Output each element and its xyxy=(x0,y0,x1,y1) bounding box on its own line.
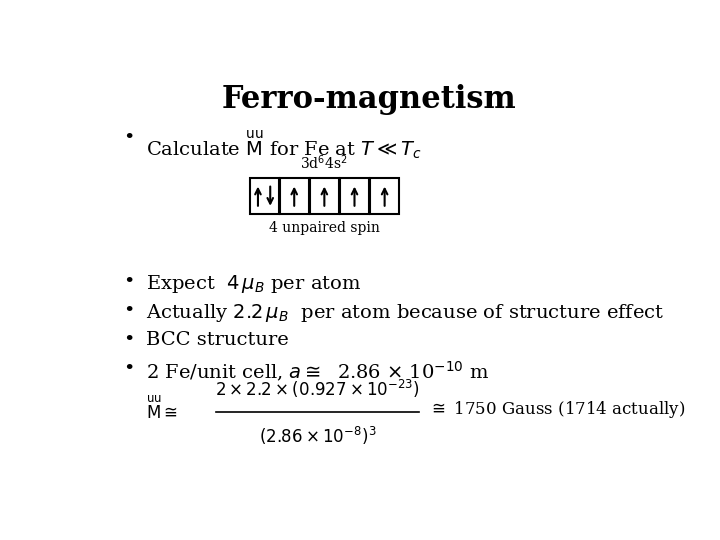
Text: BCC structure: BCC structure xyxy=(145,331,289,349)
Bar xyxy=(310,178,339,214)
Text: 4 unpaired spin: 4 unpaired spin xyxy=(269,221,379,235)
Text: $(2.86 \times 10^{-8})^3$: $(2.86 \times 10^{-8})^3$ xyxy=(258,424,376,447)
Text: $\cong$ 1750 Gauss (1714 actually): $\cong$ 1750 Gauss (1714 actually) xyxy=(428,400,685,421)
Text: •: • xyxy=(124,302,135,320)
Text: •: • xyxy=(124,273,135,291)
Text: Expect  $4\,\mu_B$ per atom: Expect $4\,\mu_B$ per atom xyxy=(145,273,361,295)
Bar xyxy=(370,178,399,214)
Bar xyxy=(340,178,369,214)
Text: Ferro-magnetism: Ferro-magnetism xyxy=(222,84,516,114)
Text: $\overset{\rm uu}{M} \cong$: $\overset{\rm uu}{M} \cong$ xyxy=(145,396,178,423)
Text: 3d$^6$4s$^2$: 3d$^6$4s$^2$ xyxy=(300,153,348,172)
Text: •: • xyxy=(124,129,135,147)
Text: •: • xyxy=(124,331,135,349)
Text: Calculate $\overset{\rm uu}{M}$ for Fe at $T \ll T_c$: Calculate $\overset{\rm uu}{M}$ for Fe a… xyxy=(145,129,421,163)
Text: Actually $2.2\,\mu_B$  per atom because of structure effect: Actually $2.2\,\mu_B$ per atom because o… xyxy=(145,302,664,324)
Text: •: • xyxy=(124,360,135,378)
Text: $2 \times 2.2 \times (0.927 \times 10^{-23})$: $2 \times 2.2 \times (0.927 \times 10^{-… xyxy=(215,377,420,400)
Bar xyxy=(279,178,309,214)
Text: 2 Fe/unit cell, $a \cong$  2.86 $\times$ 10$^{-10}$ m: 2 Fe/unit cell, $a \cong$ 2.86 $\times$ … xyxy=(145,360,489,384)
Bar xyxy=(250,178,279,214)
